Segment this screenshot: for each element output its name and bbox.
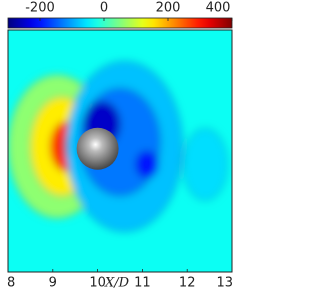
page: {"chart_data": {"type": "contour", "colo… [7,0,233,291]
field-region [182,128,229,201]
x-tick-label: 12 [179,276,196,291]
colorbar-tick-label: 200 [156,1,181,16]
sphere [76,127,119,170]
x-tick-label: 13 [216,276,233,291]
chart: X/D -200 0 200 400 8 9 10 11 12 13 [7,1,233,291]
x-tick-label: 10 [89,276,106,291]
x-tick-label: 8 [7,276,15,291]
field-region [135,150,159,179]
field [8,30,232,272]
colorbar-tick-label: -200 [25,1,55,16]
colorbar [7,17,233,29]
colorbar-tick-label: 400 [206,1,231,16]
plot-frame [7,29,233,273]
x-axis-label: X/D [104,276,130,291]
x-tick-label: 9 [49,276,57,291]
colorbar-tick-label: 0 [100,1,108,16]
x-tick-label: 11 [134,276,151,291]
